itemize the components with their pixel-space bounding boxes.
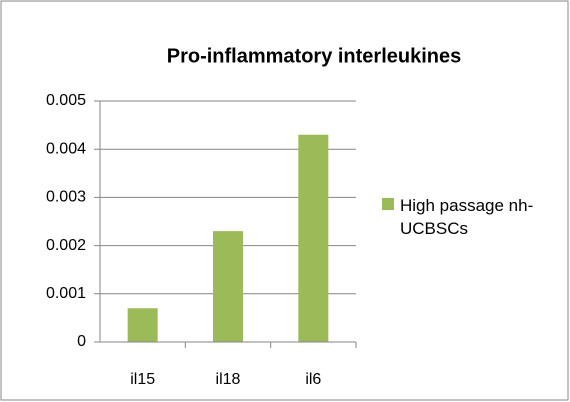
chart-title: Pro-inflammatory interleukines — [167, 45, 462, 67]
y-tick-label: 0.004 — [46, 140, 86, 157]
y-tick-label: 0.002 — [46, 237, 86, 254]
y-tick-label: 0 — [77, 333, 86, 350]
bar — [298, 134, 329, 342]
bar — [127, 308, 158, 342]
y-tick-label: 0.003 — [46, 189, 86, 206]
y-tick-label: 0.005 — [46, 92, 86, 109]
x-tick-label: il6 — [305, 371, 321, 388]
legend-swatch — [382, 198, 394, 210]
x-tick-label: il18 — [216, 371, 241, 388]
x-tick-label: il15 — [130, 371, 155, 388]
legend-label: High passage nh-UCBSCs — [400, 196, 534, 238]
bar — [213, 231, 243, 342]
y-tick-label: 0.001 — [46, 285, 86, 302]
